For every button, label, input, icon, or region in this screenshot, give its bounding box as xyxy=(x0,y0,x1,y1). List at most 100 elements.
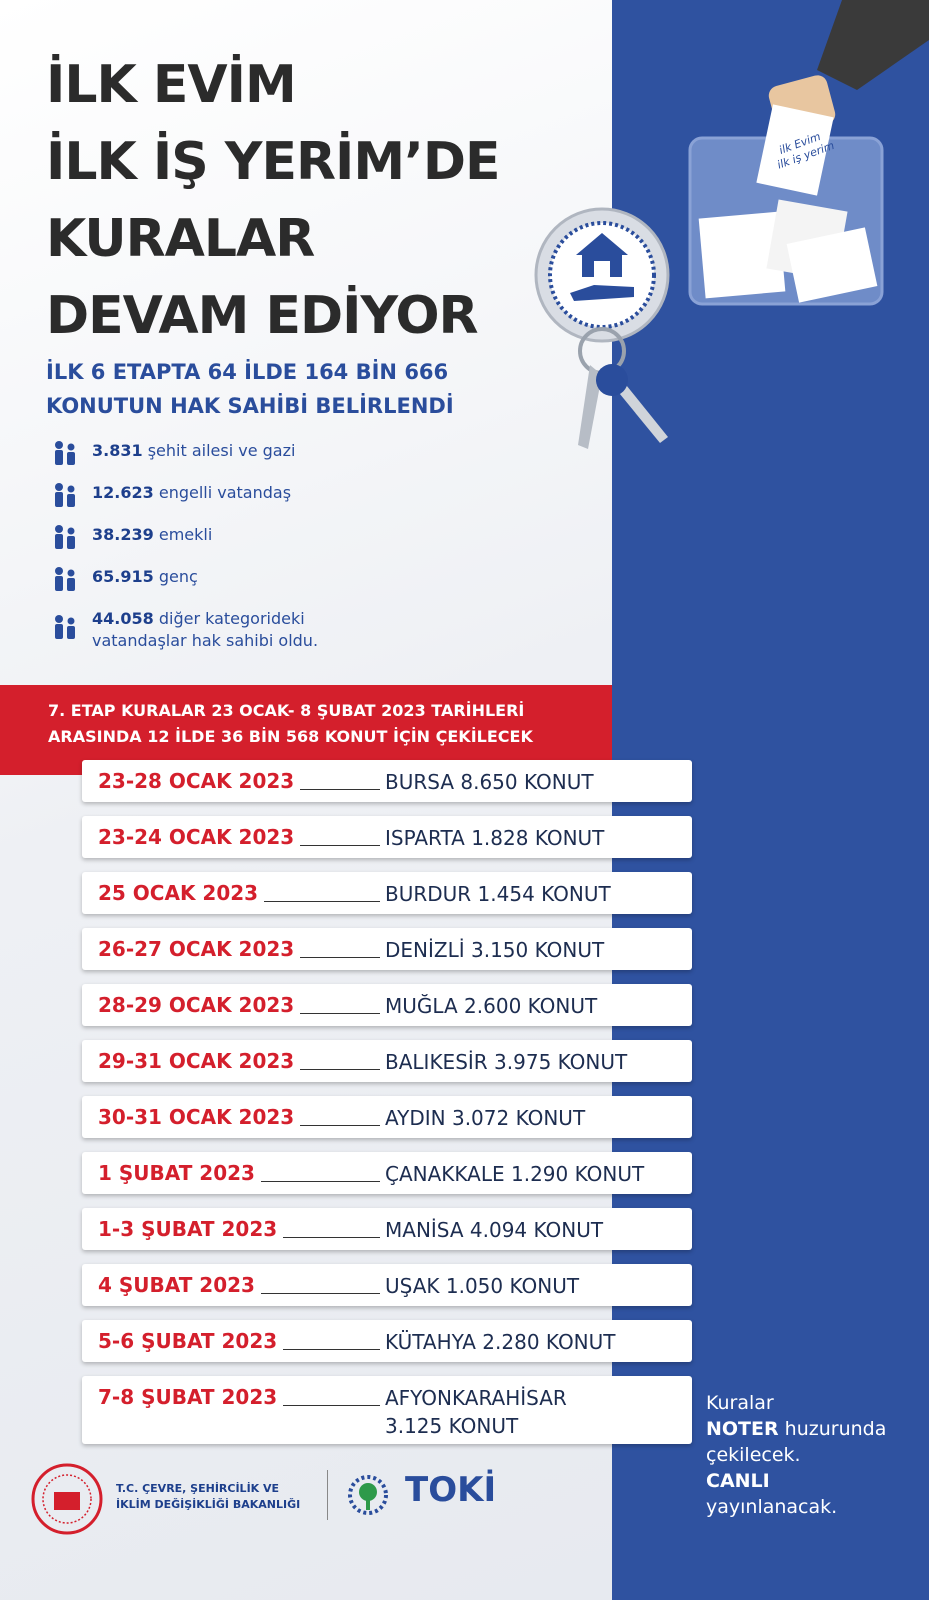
place-line: BURSA 8.650 KONUT xyxy=(385,770,594,794)
place-line: AYDIN 3.072 KONUT xyxy=(385,1106,586,1130)
date: 26-27 OCAK 2023 xyxy=(98,937,295,961)
date: 5-6 ŞUBAT 2023 xyxy=(98,1329,278,1353)
banner-text: 7. ETAP KURALAR 23 OCAK- 8 ŞUBAT 2023 TA… xyxy=(48,701,525,720)
stat-line: vatandaşlar hak sahibi oldu. xyxy=(92,630,318,652)
stat-line: 44.058 diğer kategorideki xyxy=(92,608,318,630)
place-line: BURDUR 1.454 KONUT xyxy=(385,882,611,906)
stat-text: emekli xyxy=(158,525,213,544)
toki-logo xyxy=(348,1475,388,1515)
title: KURALAR xyxy=(46,209,315,269)
stat-icon xyxy=(55,567,75,591)
stat-text: genç xyxy=(158,567,198,586)
place: KÜTAHYA 2.280 KONUT xyxy=(385,1328,616,1356)
place-line: MANİSA 4.094 KONUT xyxy=(385,1218,604,1242)
dash-line xyxy=(283,1237,380,1238)
place: BURSA 8.650 KONUT xyxy=(385,768,594,796)
toki-name: TOKİ xyxy=(405,1470,497,1510)
schedule-row: 26-27 OCAK 2023 DENİZLİ 3.150 KONUT xyxy=(82,928,692,970)
dash-line xyxy=(260,1181,380,1182)
date: 30-31 OCAK 2023 xyxy=(98,1105,295,1129)
place: MANİSA 4.094 KONUT xyxy=(385,1216,603,1244)
dash-line xyxy=(283,1405,380,1406)
place-line: UŞAK 1.050 KONUT xyxy=(385,1274,580,1298)
stat-icon xyxy=(55,615,75,639)
schedule-row: 23-24 OCAK 2023 ISPARTA 1.828 KONUT xyxy=(82,816,692,858)
note-text: Kuralar xyxy=(706,1392,774,1414)
stat-text: diğer kategorideki xyxy=(158,609,305,628)
ministry-name: T.C. ÇEVRE, ŞEHİRCİLİK VE xyxy=(116,1482,280,1495)
stat-text: vatandaşlar hak sahibi oldu. xyxy=(92,631,319,650)
schedule-row: 7-8 ŞUBAT 2023 AFYONKARAHİSAR 3.125 KONUT xyxy=(82,1376,692,1444)
place: UŞAK 1.050 KONUT xyxy=(385,1272,579,1300)
place: BURDUR 1.454 KONUT xyxy=(385,880,611,908)
note: Kuralar NOTER huzurunda çekilecek. CANLI… xyxy=(706,1390,886,1520)
date: 1-3 ŞUBAT 2023 xyxy=(98,1217,278,1241)
stat-count: 3.831 xyxy=(92,441,143,460)
note-text: çekilecek. xyxy=(706,1444,801,1466)
schedule-row: 5-6 ŞUBAT 2023 KÜTAHYA 2.280 KONUT xyxy=(82,1320,692,1362)
stat: 44.058 diğer kategorideki vatandaşlar hak… xyxy=(92,608,318,652)
stat-line: 12.623 engelli vatandaş xyxy=(92,482,291,504)
date: 23-24 OCAK 2023 xyxy=(98,825,295,849)
dash-line xyxy=(300,789,380,790)
place-line: ISPARTA 1.828 KONUT xyxy=(385,826,605,850)
stat-line: 38.239 emekli xyxy=(92,524,212,546)
stat-icon xyxy=(55,441,75,465)
place: AFYONKARAHİSAR 3.125 KONUT xyxy=(385,1384,567,1440)
stat-count: 44.058 xyxy=(92,609,154,628)
place-line: DENİZLİ 3.150 KONUT xyxy=(385,938,605,962)
place: MUĞLA 2.600 KONUT xyxy=(385,992,597,1020)
place-line: BALIKESİR 3.975 KONUT xyxy=(385,1050,628,1074)
stat-line: 65.915 genç xyxy=(92,566,198,588)
stat-icon xyxy=(55,483,75,507)
note-text: yayınlanacak. xyxy=(706,1496,838,1518)
dash-line xyxy=(260,1293,380,1294)
date: 1 ŞUBAT 2023 xyxy=(98,1161,255,1185)
dash-line xyxy=(300,957,380,958)
dash-line xyxy=(300,1013,380,1014)
place-line: ÇANAKKALE 1.290 KONUT xyxy=(385,1162,645,1186)
stat-line: 3.831 şehit ailesi ve gazi xyxy=(92,440,295,462)
ministry-name: İKLİM DEĞİŞİKLİĞİ BAKANLIĞI xyxy=(116,1498,301,1511)
note-text: NOTER xyxy=(706,1418,779,1440)
ministry-logo xyxy=(31,1463,103,1535)
schedule-row: 1 ŞUBAT 2023 ÇANAKKALE 1.290 KONUT xyxy=(82,1152,692,1194)
dash-line xyxy=(264,901,380,902)
ballot-illustration: ilk Evim ilk iş yerim xyxy=(688,0,929,306)
place-line: 3.125 KONUT xyxy=(385,1414,519,1438)
key-illustration xyxy=(534,207,670,449)
schedule-row: 1-3 ŞUBAT 2023 MANİSA 4.094 KONUT xyxy=(82,1208,692,1250)
schedule-row: 30-31 OCAK 2023 AYDIN 3.072 KONUT xyxy=(82,1096,692,1138)
stat-icon xyxy=(55,525,75,549)
place-line: AFYONKARAHİSAR xyxy=(385,1386,567,1410)
dash-line xyxy=(300,845,380,846)
place: DENİZLİ 3.150 KONUT xyxy=(385,936,604,964)
date: 23-28 OCAK 2023 xyxy=(98,769,295,793)
banner-text: ARASINDA 12 İLDE 36 BİN 568 KONUT İÇİN Ç… xyxy=(48,727,533,746)
stat-count: 38.239 xyxy=(92,525,154,544)
title: DEVAM EDİYOR xyxy=(46,286,479,346)
place: ÇANAKKALE 1.290 KONUT xyxy=(385,1160,644,1188)
schedule-row: 25 OCAK 2023 BURDUR 1.454 KONUT xyxy=(82,872,692,914)
dash-line xyxy=(283,1349,380,1350)
title: İLK EVİM xyxy=(46,55,297,115)
dash-line xyxy=(300,1069,380,1070)
subtitle: İLK 6 ETAPTA 64 İLDE 164 BİN 666 xyxy=(46,360,449,384)
date: 7-8 ŞUBAT 2023 xyxy=(98,1385,278,1409)
stat-text: şehit ailesi ve gazi xyxy=(147,441,296,460)
schedule-row: 29-31 OCAK 2023 BALIKESİR 3.975 KONUT xyxy=(82,1040,692,1082)
date: 4 ŞUBAT 2023 xyxy=(98,1273,255,1297)
stat-text: engelli vatandaş xyxy=(158,483,292,502)
title: İLK İŞ YERİM’DE xyxy=(46,132,501,192)
stat: 38.239 emekli xyxy=(92,524,212,546)
date: 25 OCAK 2023 xyxy=(98,881,259,905)
stat-count: 12.623 xyxy=(92,483,154,502)
stat: 3.831 şehit ailesi ve gazi xyxy=(92,440,295,462)
stat-count: 65.915 xyxy=(92,567,154,586)
note-text: huzurunda xyxy=(778,1418,887,1440)
date: 29-31 OCAK 2023 xyxy=(98,1049,295,1073)
divider xyxy=(327,1470,328,1520)
place: BALIKESİR 3.975 KONUT xyxy=(385,1048,627,1076)
stat: 12.623 engelli vatandaş xyxy=(92,482,291,504)
